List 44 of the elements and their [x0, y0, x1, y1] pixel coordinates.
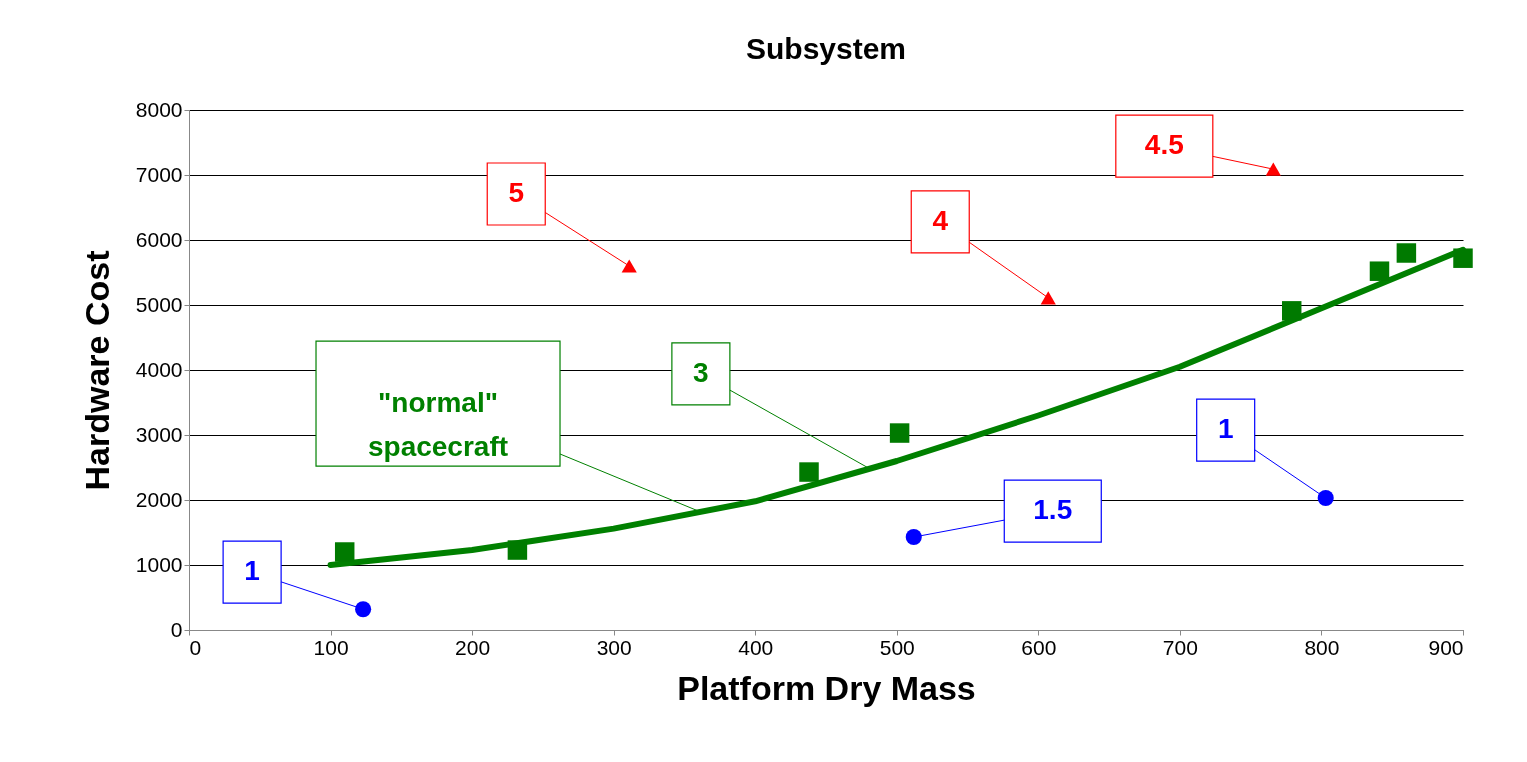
point	[1317, 490, 1334, 507]
point	[334, 542, 355, 562]
x-tick-label: 600	[1021, 635, 1057, 659]
y-tick-label: 5000	[135, 292, 183, 316]
point	[507, 540, 528, 560]
chart-title: Subsystem	[745, 32, 907, 65]
annotation: "normal" spacecraft	[367, 386, 509, 462]
point	[1453, 248, 1473, 268]
x-tick-label: 400	[738, 635, 774, 659]
y-tick-label: 1000	[135, 552, 183, 576]
annotation: 1.5	[1033, 494, 1073, 526]
x-tick-label: 100	[313, 635, 349, 659]
y-tick-label: 6000	[135, 227, 183, 251]
y-tick-label: 7000	[135, 162, 183, 186]
x-tick-label: 500	[879, 635, 915, 659]
point	[905, 529, 922, 546]
annotation: 1	[1217, 413, 1234, 445]
point	[1040, 291, 1056, 305]
y-tick-label: 2000	[135, 487, 183, 511]
y-tick-label: 4000	[135, 357, 183, 381]
x-axis-title: Platform Dry Mass	[677, 668, 976, 707]
annotation: 5	[508, 177, 525, 208]
point	[1369, 261, 1390, 281]
point	[1281, 301, 1302, 321]
x-tick-label: 800	[1304, 635, 1340, 659]
y-tick-label: 3000	[135, 422, 183, 446]
point	[1396, 243, 1417, 263]
x-tick-label: 700	[1162, 635, 1198, 659]
x-tick-label: 300	[596, 635, 632, 659]
point	[889, 423, 910, 443]
point	[621, 259, 637, 273]
y-axis-title: Hardware Cost	[77, 250, 116, 491]
annotation: 1	[244, 555, 260, 587]
y-tick-label: 8000	[135, 97, 183, 121]
point	[355, 601, 372, 618]
point	[1265, 162, 1281, 176]
x-tick-label: 900	[1428, 635, 1464, 659]
annotation: 4.5	[1144, 129, 1184, 161]
y-tick-label: 0	[170, 617, 183, 641]
point	[799, 462, 819, 482]
annotation: 4	[932, 204, 949, 236]
x-tick-label: 200	[455, 635, 491, 659]
annotation: 3	[693, 356, 709, 388]
x-tick-label: 0	[189, 635, 202, 659]
